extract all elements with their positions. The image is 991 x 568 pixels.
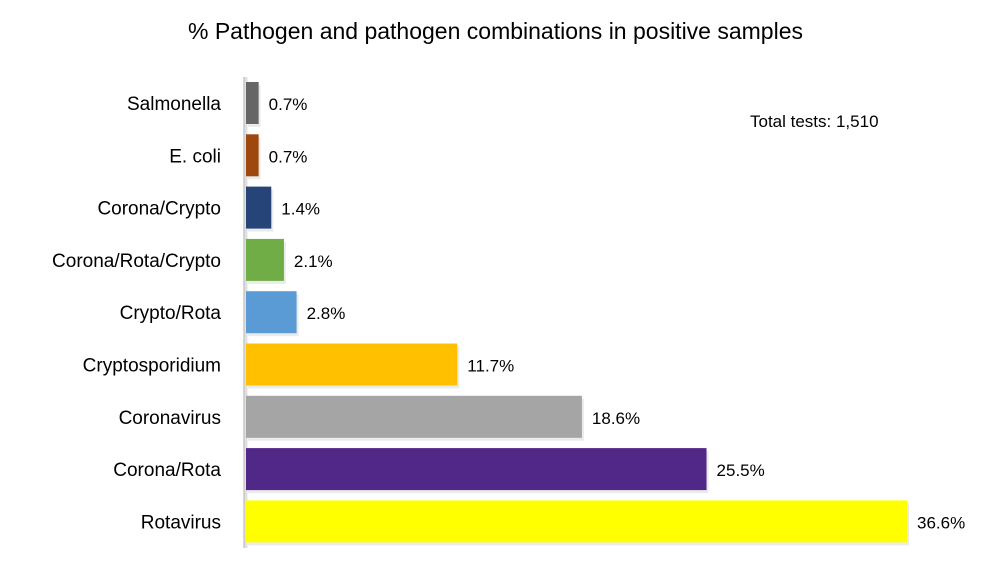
chart-title: % Pathogen and pathogen combinations in … bbox=[187, 18, 803, 44]
bar-coronavirus bbox=[246, 395, 582, 438]
category-label: Coronavirus bbox=[119, 408, 221, 429]
bar-crypto-rota bbox=[246, 291, 297, 334]
category-label: Corona/Rota bbox=[113, 460, 221, 481]
data-label: 36.6% bbox=[917, 513, 965, 532]
category-label: Crypto/Rota bbox=[120, 303, 222, 324]
data-label: 0.7% bbox=[269, 95, 308, 114]
bar-e-coli bbox=[246, 134, 259, 177]
data-label: 18.6% bbox=[592, 409, 640, 428]
data-label: 0.7% bbox=[269, 147, 308, 166]
category-label: Corona/Rota/Crypto bbox=[52, 251, 221, 272]
data-label: 25.5% bbox=[717, 461, 765, 480]
bar-rotavirus bbox=[246, 500, 907, 543]
data-label: 2.8% bbox=[307, 304, 346, 323]
data-label: 2.1% bbox=[294, 252, 333, 271]
data-label: 1.4% bbox=[281, 200, 320, 219]
category-label: Rotavirus bbox=[141, 512, 221, 533]
category-label: Corona/Crypto bbox=[97, 199, 221, 220]
category-label: Cryptosporidium bbox=[83, 356, 221, 377]
bar-corona-rota-crypto bbox=[246, 238, 284, 281]
data-label: 11.7% bbox=[467, 357, 514, 376]
category-label: E. coli bbox=[169, 146, 221, 167]
bar-salmonella bbox=[246, 82, 259, 124]
category-label: Salmonella bbox=[127, 94, 221, 115]
bar-corona-rota bbox=[246, 448, 707, 491]
total-tests-annotation: Total tests: 1,510 bbox=[750, 112, 879, 131]
bar-cryptosporidium bbox=[246, 343, 458, 386]
bar-corona-crypto bbox=[246, 186, 272, 229]
